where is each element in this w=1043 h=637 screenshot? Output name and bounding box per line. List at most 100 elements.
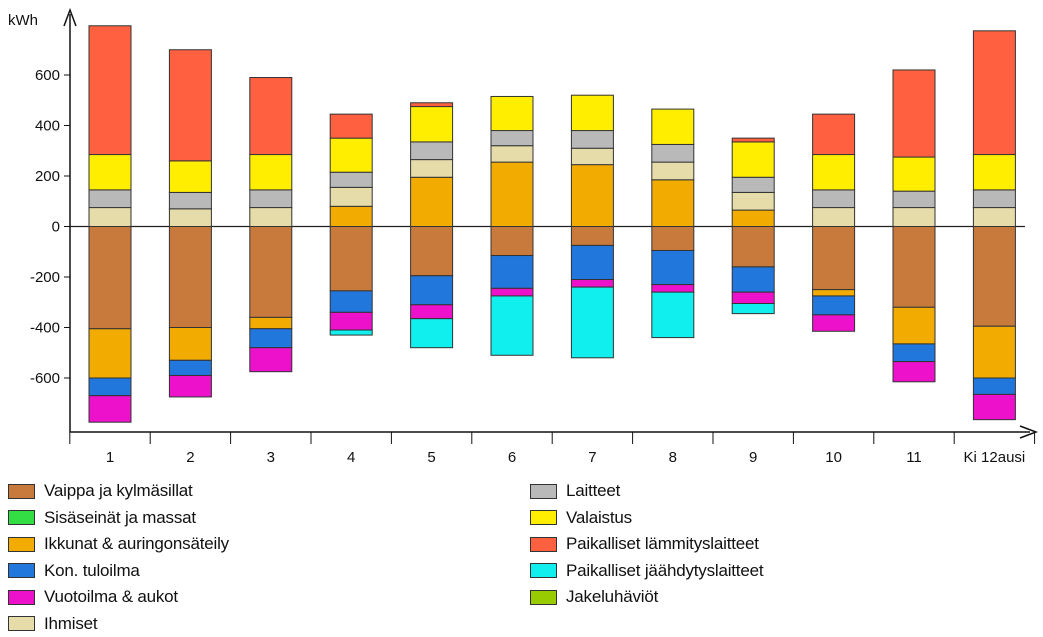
- bar-segment: [88, 395, 132, 423]
- y-tick-label: 600: [35, 67, 60, 84]
- bar-segment: [88, 377, 132, 397]
- bar-segment: [892, 361, 936, 383]
- legend-label: Jakeluhäviöt: [566, 587, 659, 606]
- bar-segment: [651, 161, 695, 181]
- x-tick-label: 8: [669, 449, 677, 466]
- bar-segment: [168, 49, 212, 162]
- legend-swatch: [8, 510, 35, 525]
- bar-segment: [570, 147, 614, 166]
- y-tick-label: 400: [35, 118, 60, 135]
- bar-segment: [570, 244, 614, 281]
- legend-swatch: [530, 510, 557, 525]
- legend-item: Laitteet: [530, 478, 620, 504]
- bar-segment: [249, 207, 293, 227]
- bar-segment: [249, 189, 293, 209]
- bar-segment: [731, 226, 775, 268]
- bar-segment: [329, 290, 373, 313]
- legend-swatch: [8, 589, 35, 605]
- x-tick-label: Ki 12ausi: [964, 449, 1026, 466]
- legend-swatch: [530, 483, 557, 499]
- legend-item: Sisäseinät ja massat: [8, 505, 196, 531]
- bar-segment: [490, 145, 534, 163]
- bar-segment: [972, 325, 1016, 379]
- bar-segment: [651, 179, 695, 228]
- bar-segment: [490, 130, 534, 147]
- y-tick-label: 0: [52, 219, 60, 236]
- x-tick-label: 6: [508, 449, 516, 466]
- legend-swatch: [8, 483, 35, 499]
- bar-segment: [410, 275, 454, 306]
- legend-item: Valaistus: [530, 505, 632, 531]
- legend: Vaippa ja kylmäsillat Sisäseinät ja massa…: [0, 470, 1043, 637]
- legend-label: Kon. tuloilma: [44, 560, 140, 580]
- bar-segment: [490, 287, 534, 297]
- bar-segment: [410, 141, 454, 161]
- legend-item: Vaippa ja kylmäsillat: [8, 478, 193, 504]
- bar-segment: [410, 102, 454, 108]
- bar-segment: [168, 359, 212, 376]
- bar-segment: [410, 176, 454, 227]
- bar-segment: [892, 156, 936, 192]
- legend-label: Sisäseinät ja massat: [44, 507, 196, 527]
- bar-segment: [651, 284, 695, 293]
- bar-segment: [88, 328, 132, 379]
- bar-segment: [892, 207, 936, 227]
- bar-segment: [651, 226, 695, 251]
- bar-segment: [972, 154, 1016, 191]
- legend-label: Ihmiset: [44, 613, 98, 633]
- bar-segment: [168, 191, 212, 210]
- bar-segment: [410, 159, 454, 178]
- legend-swatch: [8, 616, 35, 631]
- bar-segment: [329, 311, 373, 331]
- x-tick-label: 1: [106, 449, 114, 466]
- bar-segment: [88, 207, 132, 227]
- bar-segment: [651, 108, 695, 145]
- bar-segment: [812, 289, 856, 297]
- bar-segment: [892, 306, 936, 345]
- legend-label: Paikalliset jäähdytyslaitteet: [566, 560, 764, 580]
- bar-segment: [410, 304, 454, 320]
- bar-segment: [329, 171, 373, 188]
- bar-segment: [972, 30, 1016, 156]
- bar-segment: [329, 113, 373, 139]
- legend-label: Ikkunat & auringonsäteily: [44, 534, 229, 553]
- bar-segment: [651, 291, 695, 339]
- bar-segment: [731, 141, 775, 178]
- y-tick-label: -400: [30, 320, 60, 337]
- legend-swatch: [530, 563, 557, 578]
- legend-label: Vuotoilma & aukot: [44, 587, 178, 606]
- bar-segment: [249, 316, 293, 330]
- bar-segment: [168, 374, 212, 398]
- bar-segment: [168, 160, 212, 193]
- y-tick-label: -200: [30, 269, 60, 286]
- bar-segment: [329, 205, 373, 228]
- legend-label: Vaippa ja kylmäsillat: [44, 481, 193, 500]
- bar-segment: [88, 226, 132, 330]
- bar-segment: [651, 143, 695, 163]
- bar-segment: [972, 377, 1016, 395]
- bar-segment: [410, 318, 454, 349]
- legend-item: Paikalliset jäähdytyslaitteet: [530, 558, 764, 584]
- bar-segment: [490, 161, 534, 227]
- bar-segment: [88, 154, 132, 191]
- x-tick-label: 5: [427, 449, 435, 466]
- bar-segment: [168, 226, 212, 328]
- bar-segment: [570, 164, 614, 227]
- bar-segment: [812, 314, 856, 332]
- bar-segment: [972, 207, 1016, 227]
- bar-segment: [249, 226, 293, 318]
- x-axis-arrow: [1019, 425, 1039, 439]
- legend-label: Paikalliset lämmityslaitteet: [566, 534, 759, 553]
- y-axis-label: kWh: [8, 12, 38, 29]
- bar-segment: [812, 295, 856, 316]
- bar-segment: [892, 190, 936, 209]
- legend-item: Vuotoilma & aukot: [8, 584, 178, 610]
- bar-segment: [892, 69, 936, 158]
- x-tick-label: 2: [186, 449, 194, 466]
- x-tick-label: 9: [749, 449, 757, 466]
- bar-segment: [651, 249, 695, 286]
- bar-segment: [490, 255, 534, 289]
- bar-segment: [249, 328, 293, 349]
- chart-area: kWh -600 -400 -200 0 200 400 600 1 2 3 4 5 6 7 8 9 10 11 Ki…: [8, 7, 1039, 466]
- bar-segment: [570, 279, 614, 288]
